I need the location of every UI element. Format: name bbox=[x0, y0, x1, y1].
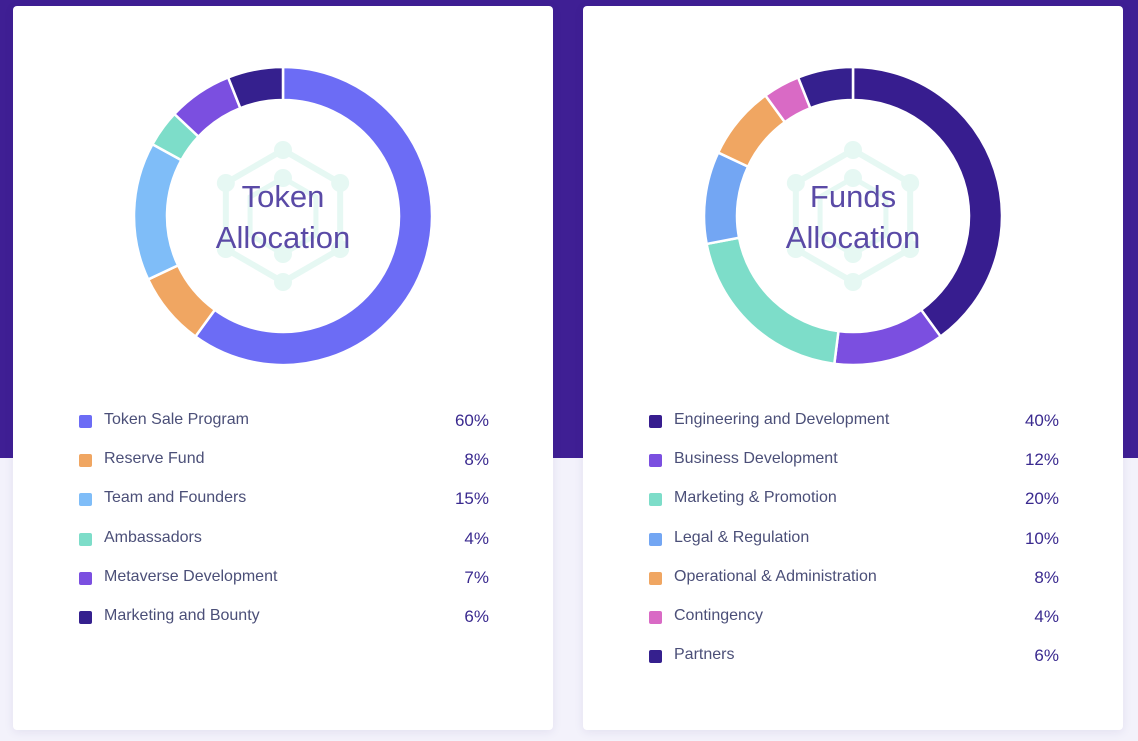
legend-item-metaverse-development: Metaverse Development 7% bbox=[77, 560, 489, 599]
donut-slice-business-development[interactable] bbox=[833, 308, 942, 366]
legend-label: Marketing and Bounty bbox=[104, 606, 260, 624]
legend-percent: 10% bbox=[1024, 528, 1059, 548]
legend-item-engineering-and-development: Engineering and Development 40% bbox=[647, 403, 1059, 442]
funds-allocation-donut-chart bbox=[703, 66, 1003, 366]
legend-percent: 4% bbox=[1034, 606, 1059, 626]
funds-allocation-title: Funds Allocation bbox=[748, 176, 958, 258]
token-allocation-title-line1: Token bbox=[241, 179, 325, 214]
funds-allocation-slices bbox=[703, 66, 1003, 366]
legend-percent: 40% bbox=[1024, 411, 1059, 430]
legend-item-team-and-founders: Team and Founders 15% bbox=[77, 481, 489, 520]
legend-swatch bbox=[79, 493, 92, 507]
legend-percent: 12% bbox=[1024, 450, 1059, 470]
legend-percent: 15% bbox=[454, 489, 489, 509]
hexagon-network-icon bbox=[216, 141, 350, 291]
donut-slice-partners[interactable] bbox=[796, 66, 855, 110]
legend-label: Engineering and Development bbox=[674, 411, 890, 428]
legend-item-reserve-fund: Reserve Fund 8% bbox=[77, 442, 489, 481]
legend-item-ambassadors: Ambassadors 4% bbox=[77, 521, 489, 560]
legend-swatch bbox=[79, 415, 92, 428]
legend-label: Ambassadors bbox=[104, 528, 202, 546]
legend-label: Contingency bbox=[674, 606, 763, 624]
donut-slice-marketing-and-bounty[interactable] bbox=[226, 66, 285, 110]
legend-swatch bbox=[649, 454, 662, 468]
legend-percent: 20% bbox=[1024, 489, 1059, 509]
funds-allocation-donut-svg bbox=[703, 66, 1003, 366]
legend-label: Team and Founders bbox=[104, 489, 247, 507]
legend-swatch bbox=[649, 571, 662, 585]
legend-item-legal-and-regulation: Legal & Regulation 10% bbox=[647, 521, 1059, 560]
legend-item-token-sale-program: Token Sale Program 60% bbox=[77, 403, 489, 442]
donut-slice-legal-and-regulation[interactable] bbox=[703, 151, 750, 246]
funds-allocation-legend: Engineering and Development 40% Business… bbox=[647, 403, 1059, 677]
legend-label: Operational & Administration bbox=[674, 567, 877, 585]
legend-label: Reserve Fund bbox=[104, 450, 205, 468]
token-allocation-donut-chart bbox=[133, 66, 433, 366]
token-allocation-slices bbox=[133, 66, 433, 366]
legend-percent: 4% bbox=[464, 528, 489, 548]
donut-slice-token-sale-program[interactable] bbox=[194, 66, 433, 366]
legend-swatch bbox=[79, 571, 92, 585]
funds-allocation-card: Funds Allocation Engineering and Develop… bbox=[583, 6, 1123, 730]
legend-item-marketing-and-bounty: Marketing and Bounty 6% bbox=[77, 599, 489, 638]
legend-percent: 6% bbox=[464, 606, 489, 626]
legend-item-partners: Partners 6% bbox=[647, 638, 1059, 677]
legend-label: Marketing & Promotion bbox=[674, 489, 837, 507]
legend-item-business-development: Business Development 12% bbox=[647, 442, 1059, 481]
legend-swatch bbox=[649, 415, 662, 428]
legend-percent: 60% bbox=[454, 411, 489, 430]
token-allocation-title: Token Allocation bbox=[178, 176, 388, 258]
legend-item-contingency: Contingency 4% bbox=[647, 599, 1059, 638]
legend-item-operational-and-administration: Operational & Administration 8% bbox=[647, 560, 1059, 599]
legend-swatch bbox=[79, 610, 92, 624]
token-allocation-legend: Token Sale Program 60% Reserve Fund 8% T… bbox=[77, 403, 489, 638]
legend-swatch bbox=[649, 493, 662, 507]
legend-label: Business Development bbox=[674, 450, 838, 468]
legend-swatch bbox=[649, 650, 662, 664]
legend-label: Metaverse Development bbox=[104, 567, 278, 585]
legend-label: Partners bbox=[674, 646, 735, 664]
legend-swatch bbox=[649, 610, 662, 624]
token-allocation-card: Token Allocation Token Sale Program 60% … bbox=[13, 6, 553, 730]
hexagon-network-icon bbox=[786, 141, 920, 291]
legend-swatch bbox=[79, 454, 92, 468]
legend-label: Legal & Regulation bbox=[674, 528, 810, 546]
legend-percent: 6% bbox=[1034, 646, 1059, 666]
legend-item-marketing-and-promotion: Marketing & Promotion 20% bbox=[647, 481, 1059, 520]
legend-swatch bbox=[649, 532, 662, 546]
legend-swatch bbox=[79, 532, 92, 546]
token-allocation-title-line2: Allocation bbox=[215, 220, 351, 255]
legend-percent: 8% bbox=[464, 450, 489, 470]
legend-label: Token Sale Program bbox=[104, 411, 249, 428]
funds-allocation-title-line2: Allocation bbox=[785, 220, 921, 255]
funds-allocation-title-line1: Funds bbox=[809, 179, 897, 214]
token-allocation-donut-svg bbox=[133, 66, 433, 366]
donut-slice-team-and-founders[interactable] bbox=[133, 142, 183, 281]
legend-percent: 8% bbox=[1034, 567, 1059, 587]
legend-percent: 7% bbox=[464, 567, 489, 587]
